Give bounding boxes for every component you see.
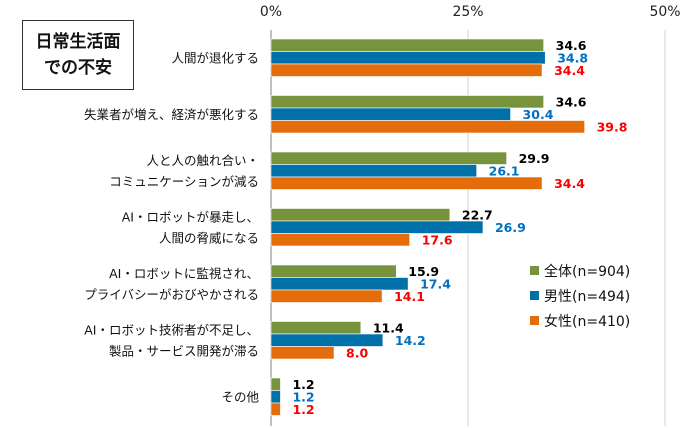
category-label: 人間が退化する bbox=[171, 50, 259, 65]
bar bbox=[270, 264, 397, 278]
category-label: 人と人の触れ合い・ bbox=[146, 153, 259, 168]
category-label: プライバシーがおびやかされる bbox=[84, 287, 259, 302]
legend-item: 男性(n=494) bbox=[530, 283, 630, 308]
data-label: 15.9 bbox=[408, 264, 439, 279]
bar bbox=[270, 38, 544, 52]
data-label: 14.2 bbox=[395, 333, 426, 348]
bar bbox=[270, 277, 409, 291]
x-tick-label: 50% bbox=[649, 4, 680, 20]
legend-label: 男性(n=494) bbox=[544, 288, 631, 305]
data-label: 26.1 bbox=[489, 164, 520, 179]
data-label: 1.2 bbox=[292, 377, 314, 392]
legend: 全体(n=904) 男性(n=494) 女性(n=410) bbox=[530, 258, 630, 333]
data-label: 17.4 bbox=[420, 277, 451, 292]
x-tick-label: 0% bbox=[260, 4, 282, 20]
data-label: 34.8 bbox=[557, 51, 588, 66]
bar bbox=[270, 120, 585, 134]
legend-item: 女性(n=410) bbox=[530, 308, 630, 333]
category-label: 人間の脅威になる bbox=[159, 230, 259, 245]
bar bbox=[270, 176, 543, 190]
bar bbox=[270, 107, 511, 121]
data-label: 34.4 bbox=[554, 176, 585, 191]
bar bbox=[270, 63, 543, 77]
category-label: コミュニケーションが減る bbox=[109, 174, 259, 189]
category-label: AI・ロボットに監視され、 bbox=[109, 266, 259, 281]
legend-swatch bbox=[530, 316, 539, 325]
legend-label: 女性(n=410) bbox=[544, 313, 631, 330]
bar bbox=[270, 402, 281, 416]
data-label: 34.4 bbox=[554, 63, 585, 78]
data-label: 17.6 bbox=[422, 233, 453, 248]
chart-title-line1: 日常生活面 bbox=[35, 32, 121, 52]
bar bbox=[270, 289, 383, 303]
x-tick-label: 25% bbox=[452, 4, 483, 20]
bar bbox=[270, 164, 477, 178]
bar bbox=[270, 346, 335, 360]
data-label: 11.4 bbox=[373, 321, 404, 336]
data-label: 30.4 bbox=[523, 107, 554, 122]
category-label: 失業者が増え、経済が悪化する bbox=[84, 107, 259, 122]
data-label: 22.7 bbox=[462, 208, 493, 223]
data-label: 1.2 bbox=[292, 390, 314, 405]
data-label: 14.1 bbox=[394, 289, 425, 304]
data-label: 34.6 bbox=[556, 95, 587, 110]
data-label: 26.9 bbox=[495, 220, 526, 235]
data-label: 8.0 bbox=[346, 346, 368, 361]
data-label: 29.9 bbox=[519, 151, 550, 166]
chart-title-line2: での不安 bbox=[44, 58, 112, 78]
bar bbox=[270, 233, 410, 247]
bar bbox=[270, 208, 451, 222]
legend-label: 全体(n=904) bbox=[544, 263, 631, 280]
category-label: AI・ロボットが暴走し、 bbox=[122, 209, 259, 224]
bar bbox=[270, 51, 546, 65]
bar bbox=[270, 390, 281, 404]
bar bbox=[270, 377, 281, 391]
legend-swatch bbox=[530, 291, 539, 300]
category-label: AI・ロボット技術者が不足し、 bbox=[84, 322, 259, 337]
legend-swatch bbox=[530, 266, 539, 275]
bar bbox=[270, 95, 544, 109]
chart-title-box: 日常生活面 での不安 bbox=[22, 20, 134, 90]
bar bbox=[270, 151, 507, 165]
category-label: その他 bbox=[221, 389, 259, 404]
bar bbox=[270, 321, 362, 335]
legend-item: 全体(n=904) bbox=[530, 258, 630, 283]
data-label: 1.2 bbox=[292, 402, 314, 417]
category-label: 製品・サービス開発が滞る bbox=[109, 343, 259, 358]
data-label: 34.6 bbox=[556, 38, 587, 53]
data-label: 39.8 bbox=[597, 120, 628, 135]
